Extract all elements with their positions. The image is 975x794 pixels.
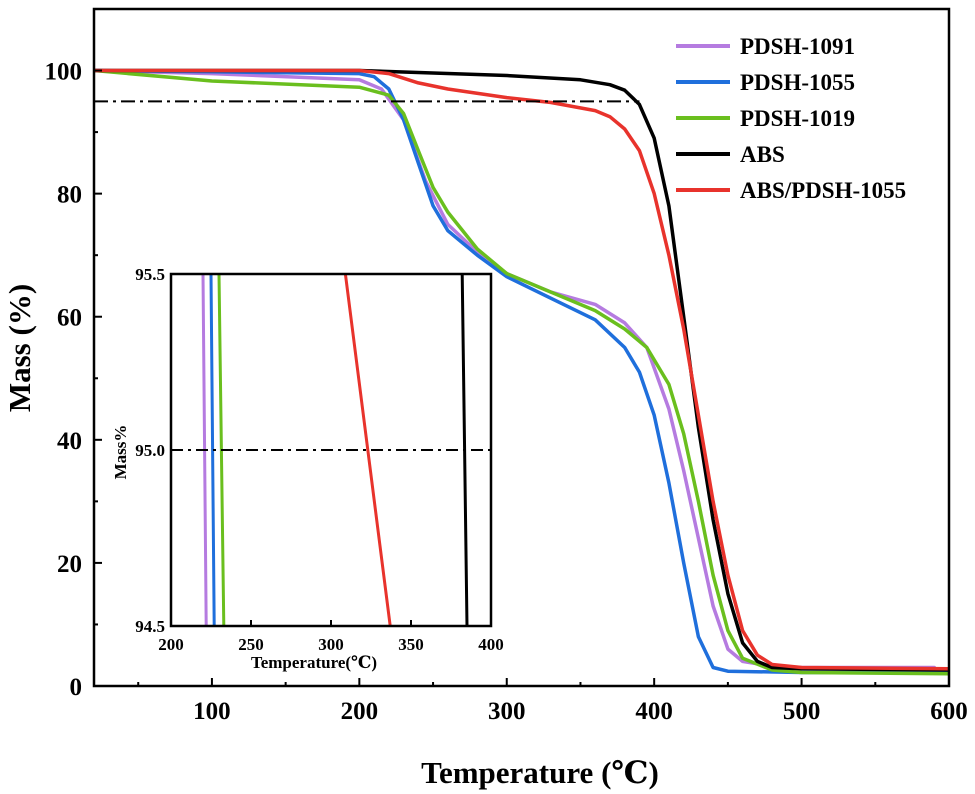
- inset-x-axis-title: Temperature(℃): [251, 653, 377, 672]
- main-y-tick-label: 60: [57, 305, 82, 332]
- main-x-axis-title: Temperature (℃): [421, 755, 659, 790]
- inset-y-tick-label: 95.5: [135, 265, 165, 284]
- main-x-tick-label: 400: [635, 698, 673, 725]
- legend-label-abs-pdsh-1055: ABS/PDSH-1055: [740, 178, 906, 203]
- main-series-line-pdsh-1019: [94, 68, 949, 676]
- inset-x-tick-label: 200: [158, 635, 184, 654]
- main-y-axis-title: Mass (%): [2, 284, 37, 412]
- inset-x-tick-label: 350: [398, 635, 424, 654]
- main-x-tick-label: 300: [488, 698, 526, 725]
- main-series-line-abs: [94, 68, 949, 672]
- main-y-tick-label: 40: [57, 428, 82, 455]
- main-x-tick-label: 500: [783, 698, 821, 725]
- inset-x-tick-label: 250: [238, 635, 264, 654]
- main-y-tick-label: 0: [70, 674, 83, 701]
- inset-x-ticks: 200 250 300 350 400: [158, 620, 504, 654]
- main-x-ticks: 100 200 300 400 500 600: [137, 678, 968, 725]
- inset-x-tick-label: 400: [478, 635, 504, 654]
- inset-y-ticks: 94.5 95.0 95.5: [135, 265, 177, 636]
- inset-plot: 200 250 300 350 400 94.5 95.0 95.5 Temperature…: [111, 265, 504, 672]
- inset-series-line-pdsh-1055: [209, 274, 216, 626]
- main-plot-frame: [92, 7, 951, 688]
- legend-label-abs: ABS: [740, 142, 785, 167]
- main-plot: 100 200 300 400 500 600 0 20 40 60 80 100 Temperat…: [2, 7, 968, 790]
- main-series-group: [94, 68, 949, 676]
- main-series-line-abs-pdsh-1055: [94, 68, 949, 671]
- legend-label-pdsh-1019: PDSH-1019: [740, 106, 855, 131]
- main-y-tick-label: 20: [57, 551, 82, 578]
- main-x-tick-label: 200: [341, 698, 379, 725]
- legend-label-pdsh-1091: PDSH-1091: [740, 34, 855, 59]
- legend: PDSH-1091 PDSH-1055 PDSH-1019 ABS ABS/PDSH-1…: [676, 34, 906, 203]
- main-y-tick-label: 100: [45, 59, 83, 86]
- inset-series-line-abs-pdsh-1055: [343, 274, 392, 626]
- inset-y-axis-title: Mass%: [111, 425, 130, 480]
- inset-y-tick-label: 95.0: [135, 441, 165, 460]
- main-x-tick-label: 600: [930, 698, 968, 725]
- main-x-tick-label: 100: [193, 698, 231, 725]
- inset-y-tick-label: 94.5: [135, 617, 165, 636]
- main-y-tick-label: 80: [57, 182, 82, 209]
- main-y-ticks: 0 20 40 60 80 100: [45, 59, 102, 701]
- main-series-line-pdsh-1055: [94, 68, 949, 675]
- legend-label-pdsh-1055: PDSH-1055: [740, 70, 855, 95]
- inset-x-tick-label: 300: [318, 635, 344, 654]
